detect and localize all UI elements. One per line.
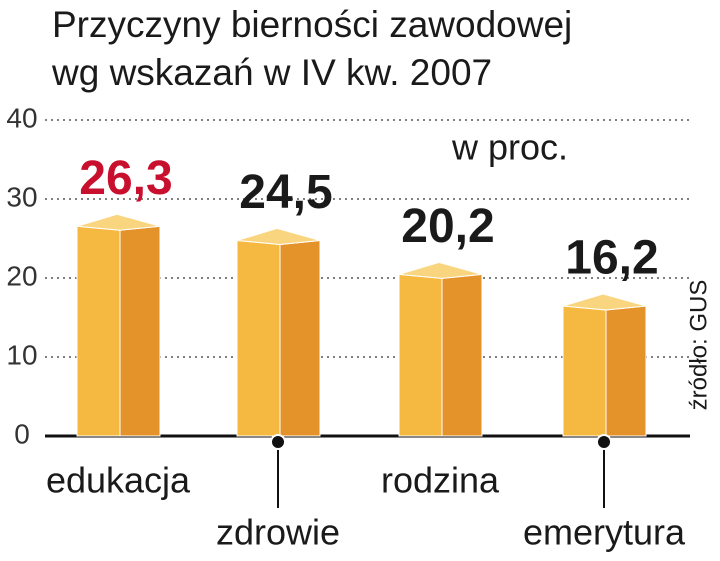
value-label: 16,2 [565,232,658,285]
chart-subtitle: wg wskazań w IV kw. 2007 [51,52,492,93]
connector-dot [596,434,612,450]
bar-side [605,305,647,437]
y-tick-label: 20 [6,260,37,291]
x-tick-label: emerytura [523,512,686,553]
bar-top [398,261,483,279]
value-label: 26,3 [79,152,172,205]
bar-top [236,227,321,245]
unit-label: w proc. [451,127,568,168]
bar-side [119,225,161,437]
connector-dot [270,434,286,450]
bar-top [562,293,647,311]
bar-front [76,225,121,437]
y-tick-label: 0 [14,418,30,449]
bar-front [562,305,607,437]
bar-front [236,239,281,437]
bar-top [76,213,161,231]
y-tick-label: 30 [6,181,37,212]
y-tick-label: 40 [6,102,37,133]
x-tick-label: edukacja [46,460,191,501]
source: źródło: GUS [685,280,712,411]
x-tick-label: rodzina [381,460,500,501]
value-label: 20,2 [401,200,494,253]
bar-side [441,273,483,437]
y-tick-label: 10 [6,339,37,370]
x-tick-label: zdrowie [216,512,340,553]
bar-front [398,273,443,437]
chart-title: Przyczyny bierności zawodowej [52,4,572,45]
bar-side [279,239,321,437]
value-label: 24,5 [239,166,332,219]
